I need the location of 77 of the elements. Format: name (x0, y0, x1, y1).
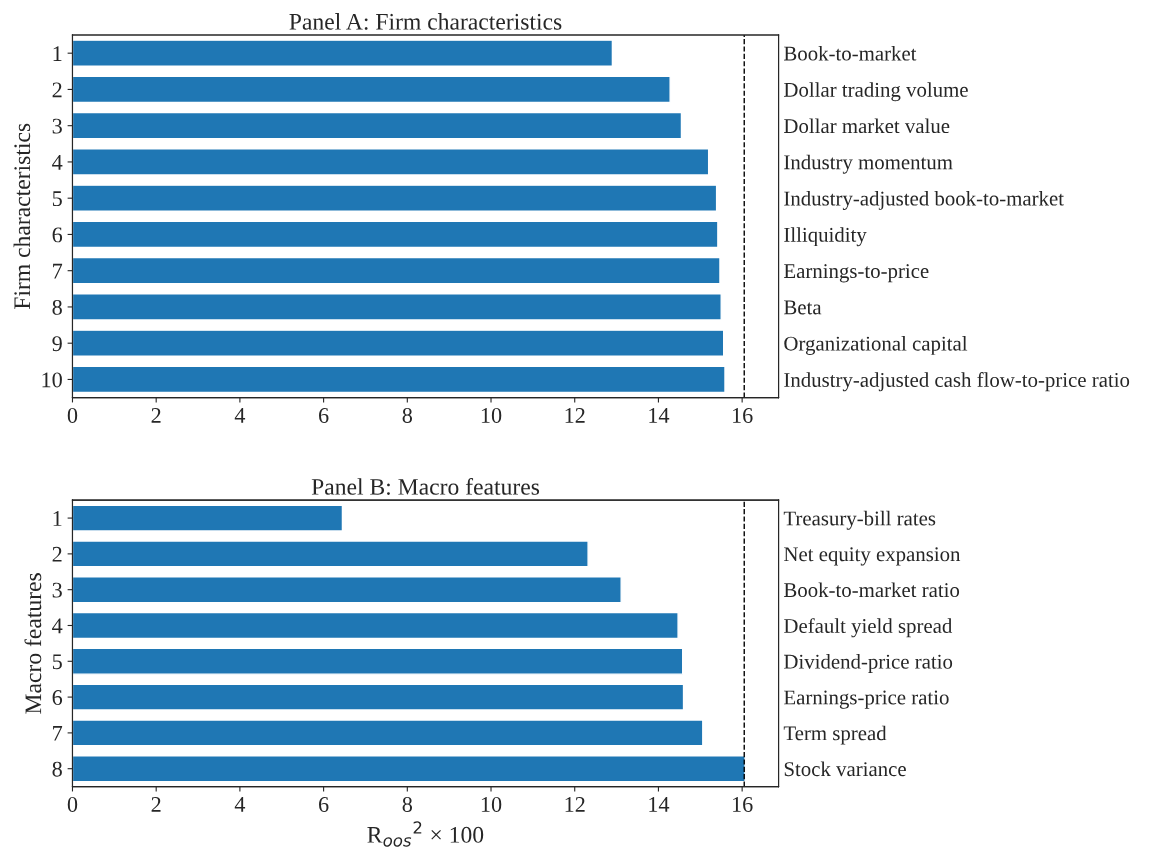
y-tick-label: 5 (52, 654, 62, 670)
x-tick-label: 6 (319, 797, 329, 812)
y-tick-label: 3 (52, 118, 62, 134)
y-tick-label: 8 (52, 761, 62, 777)
x-tick-label: 16 (732, 797, 753, 812)
x-tick-label: 14 (649, 408, 670, 423)
bar (72, 220, 719, 249)
y2-tick-label: Book-to-market ratio (784, 582, 960, 598)
x-tick-label: 4 (234, 408, 246, 423)
y2-tick-label: Beta (784, 300, 822, 315)
y-axis-title: Firm characteristics (13, 123, 31, 310)
y-tick-label: 4 (52, 155, 63, 170)
y-tick-label: 4 (52, 618, 63, 634)
y2-tick-label: Industry-adjusted cash flow-to-price ratio (784, 372, 1130, 392)
x-tick-label: 6 (319, 408, 329, 423)
y-tick-label: 9 (52, 336, 62, 352)
bar (72, 611, 679, 640)
y-tick-label: 2 (52, 82, 62, 98)
y2-tick-label: Industry momentum (784, 154, 953, 174)
x-tick-label: 2 (151, 797, 161, 812)
y2-tick-label: Term spread (783, 725, 887, 745)
bar (72, 365, 726, 394)
y-tick-label: 7 (53, 263, 63, 279)
bar (72, 39, 614, 67)
bar (72, 755, 746, 783)
x-tick-label: 8 (402, 407, 413, 423)
y-tick-label: 8 (52, 299, 62, 315)
y2-tick-label: Dividend-price ratio (784, 654, 953, 673)
y-tick-label: 2 (52, 546, 62, 562)
bar (72, 540, 589, 568)
y-tick-label: 6 (52, 227, 63, 243)
y-tick-label: 1 (53, 46, 62, 61)
y-tick-label: 7 (53, 726, 63, 741)
x-tick-label: 8 (402, 796, 413, 812)
y2-tick-label: Dollar trading volume (784, 82, 968, 102)
bar (72, 683, 685, 711)
x-tick-label: 16 (732, 408, 753, 423)
bar (72, 329, 725, 357)
y2-tick-label: Industry-adjusted book-to-market (784, 190, 1064, 210)
x-tick-label: 12 (565, 408, 585, 423)
bar (72, 184, 718, 212)
bar (72, 111, 683, 140)
bar (72, 719, 704, 747)
x-tick-label: 12 (565, 797, 585, 812)
y-tick-label: 5 (52, 191, 62, 207)
bar (72, 647, 684, 675)
y2-tick-label: Net equity expansion (784, 547, 961, 566)
bar (72, 256, 721, 285)
y-tick-label: 6 (52, 690, 63, 706)
y2-tick-label: Treasury-bill rates (783, 510, 936, 530)
y-tick-label: 3 (52, 582, 62, 598)
bar (72, 576, 622, 604)
x-axis-title: R$_{oos}$$^{2}$ × 100 (367, 821, 484, 847)
y2-tick-label: Illiquidity (784, 227, 867, 247)
y2-tick-label: Default yield spread (784, 618, 953, 638)
y2-tick-label: Book-to-market (784, 45, 917, 61)
y-tick-label: 1 (53, 511, 62, 526)
x-tick-label: 14 (649, 797, 670, 812)
y2-tick-label: Earnings-to-price (784, 264, 929, 283)
bar (72, 148, 710, 176)
x-tick-label: 0 (67, 407, 78, 423)
bar (72, 75, 671, 104)
chart-title: Panel B: Macro features (311, 478, 540, 495)
x-tick-label: 4 (234, 797, 246, 812)
x-tick-label: 2 (151, 408, 161, 423)
bar (72, 504, 344, 532)
x-tick-label: 10 (481, 796, 502, 812)
y2-tick-label: Organizational capital (784, 335, 968, 355)
x-tick-label: 0 (67, 796, 78, 812)
y-tick-label: 10 (42, 372, 62, 388)
bar (72, 293, 722, 321)
y2-tick-label: Stock variance (784, 761, 906, 777)
y-axis-title: Macro features (24, 573, 42, 714)
x-tick-label: 10 (481, 407, 502, 423)
y2-tick-label: Earnings-price ratio (784, 690, 949, 709)
chart-title: Panel A: Firm characteristics (289, 13, 562, 30)
y2-tick-label: Dollar market value (784, 118, 950, 134)
